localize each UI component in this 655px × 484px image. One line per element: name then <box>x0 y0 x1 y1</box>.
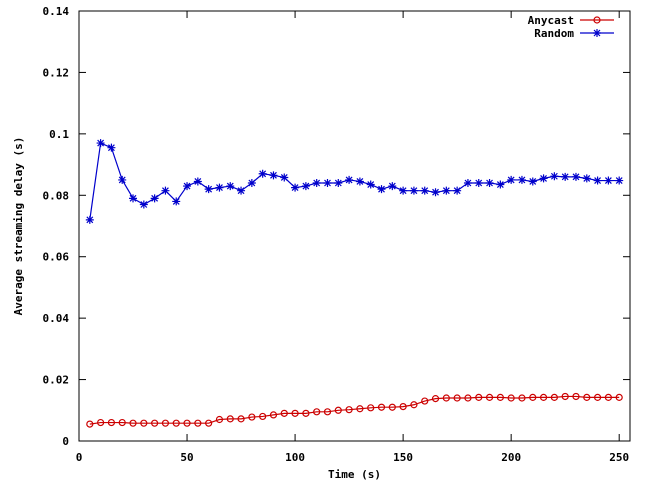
data-point-random <box>269 171 277 179</box>
y-axis-title: Average streaming delay (s) <box>12 137 25 316</box>
data-point-random <box>399 187 407 195</box>
y-tick-label: 0.1 <box>49 128 69 141</box>
data-point-random <box>583 174 591 182</box>
data-point-random <box>507 176 515 184</box>
data-point-random <box>464 179 472 187</box>
data-point-random <box>140 201 148 209</box>
series-line-random <box>90 143 619 220</box>
data-point-random <box>151 194 159 202</box>
series-random <box>86 139 623 224</box>
y-tick-label: 0.02 <box>43 374 70 387</box>
data-point-random <box>334 179 342 187</box>
data-point-random <box>161 187 169 195</box>
x-tick-label: 50 <box>180 451 193 464</box>
y-tick-label: 0.06 <box>43 251 70 264</box>
data-point-random <box>237 187 245 195</box>
data-point-random <box>118 176 126 184</box>
data-point-random <box>129 194 137 202</box>
x-axis-title: Time (s) <box>328 468 381 481</box>
data-point-random <box>604 177 612 185</box>
data-point-random <box>302 182 310 190</box>
data-point-random <box>367 181 375 189</box>
data-point-random <box>529 177 537 185</box>
x-tick-label: 200 <box>501 451 521 464</box>
x-tick-label: 250 <box>609 451 629 464</box>
data-point-random <box>205 185 213 193</box>
data-point-random <box>97 139 105 147</box>
x-tick-label: 0 <box>76 451 83 464</box>
data-point-random <box>561 173 569 181</box>
data-point-random <box>496 181 504 189</box>
data-point-random <box>572 173 580 181</box>
data-point-random <box>475 179 483 187</box>
data-point-random <box>594 177 602 185</box>
y-tick-label: 0.08 <box>43 189 70 202</box>
data-point-random <box>323 179 331 187</box>
plot-area <box>79 11 630 441</box>
data-point-random <box>410 187 418 195</box>
data-point-random <box>550 172 558 180</box>
data-point-random <box>486 179 494 187</box>
data-point-random <box>226 182 234 190</box>
data-point-random <box>421 187 429 195</box>
data-point-random <box>453 187 461 195</box>
y-tick-label: 0 <box>62 435 69 448</box>
data-point-random <box>259 170 267 178</box>
data-point-random <box>183 182 191 190</box>
x-tick-label: 100 <box>285 451 305 464</box>
data-point-random <box>86 216 94 224</box>
y-tick-label: 0.04 <box>43 312 70 325</box>
data-point-random <box>291 184 299 192</box>
series-anycast <box>87 393 622 427</box>
y-tick-label: 0.14 <box>43 5 70 18</box>
data-point-random <box>248 179 256 187</box>
legend-label-anycast: Anycast <box>528 14 574 27</box>
data-point-random <box>388 182 396 190</box>
data-point-random <box>442 187 450 195</box>
data-point-random <box>313 179 321 187</box>
data-point-random <box>280 173 288 181</box>
data-point-random <box>540 174 548 182</box>
data-point-random <box>107 144 115 152</box>
data-point-random <box>615 177 623 185</box>
data-point-random <box>432 188 440 196</box>
legend-marker-random <box>593 29 601 37</box>
data-point-random <box>345 176 353 184</box>
data-point-random <box>194 177 202 185</box>
y-tick-label: 0.12 <box>43 66 70 79</box>
x-tick-label: 150 <box>393 451 413 464</box>
data-point-random <box>172 197 180 205</box>
data-point-random <box>215 184 223 192</box>
data-point-random <box>518 176 526 184</box>
series-line-anycast <box>90 396 619 424</box>
legend-label-random: Random <box>534 27 574 40</box>
data-point-random <box>356 177 364 185</box>
data-point-random <box>378 185 386 193</box>
